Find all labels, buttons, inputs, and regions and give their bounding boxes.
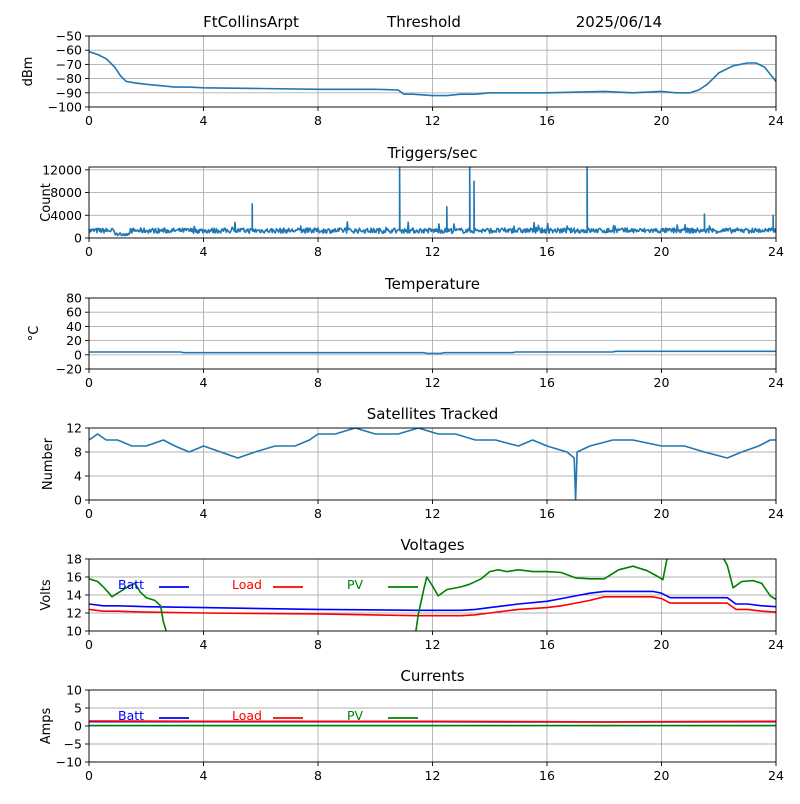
y-tick-label: 12 xyxy=(66,606,82,621)
x-tick-label: 12 xyxy=(425,637,441,652)
x-tick-label: 8 xyxy=(314,506,322,521)
x-tick-label: 12 xyxy=(425,244,441,259)
y-tick-label: −20 xyxy=(56,362,82,377)
y-tick-label: 80 xyxy=(66,291,82,306)
x-tick-label: 8 xyxy=(314,768,322,783)
satellites-y-axis-label: Number xyxy=(41,437,56,490)
y-tick-label: 8000 xyxy=(50,185,82,200)
legend-label-batt: Batt xyxy=(118,577,144,592)
x-tick-label: 4 xyxy=(200,637,208,652)
y-tick-label: 0 xyxy=(74,231,82,246)
y-tick-label: 0 xyxy=(74,719,82,734)
y-tick-label: 20 xyxy=(66,333,82,348)
y-tick-label: 8 xyxy=(74,445,82,460)
x-tick-label: 20 xyxy=(654,768,670,783)
x-tick-label: 20 xyxy=(654,244,670,259)
y-tick-label: 12 xyxy=(66,421,82,436)
header-mode: Threshold xyxy=(386,13,461,31)
y-tick-label: −90 xyxy=(56,85,82,100)
y-tick-label: −10 xyxy=(56,755,82,770)
y-tick-label: −5 xyxy=(64,737,82,752)
y-tick-label: 10 xyxy=(66,624,82,639)
x-tick-label: 16 xyxy=(539,375,555,390)
x-tick-label: 0 xyxy=(85,637,93,652)
x-tick-label: 20 xyxy=(654,113,670,128)
x-tick-label: 0 xyxy=(85,244,93,259)
legend-label-pv: PV xyxy=(347,577,364,592)
x-tick-label: 12 xyxy=(425,506,441,521)
x-tick-label: 4 xyxy=(200,244,208,259)
y-tick-label: 0 xyxy=(74,347,82,362)
triggers-title: Triggers/sec xyxy=(387,144,478,162)
x-tick-label: 24 xyxy=(768,506,784,521)
satellites-title: Satellites Tracked xyxy=(367,405,498,423)
y-tick-label: 4 xyxy=(74,469,82,484)
temperature-y-axis-label: °C xyxy=(27,326,42,342)
x-tick-label: 4 xyxy=(200,768,208,783)
y-tick-label: 40 xyxy=(66,319,82,334)
x-tick-label: 20 xyxy=(654,637,670,652)
x-tick-label: 24 xyxy=(768,375,784,390)
y-tick-label: 16 xyxy=(66,570,82,585)
x-tick-label: 0 xyxy=(85,113,93,128)
x-tick-label: 4 xyxy=(200,375,208,390)
x-tick-label: 8 xyxy=(314,113,322,128)
y-tick-label: 10 xyxy=(66,683,82,698)
y-tick-label: −80 xyxy=(56,71,82,86)
x-tick-label: 8 xyxy=(314,244,322,259)
x-tick-label: 20 xyxy=(654,506,670,521)
x-tick-label: 24 xyxy=(768,768,784,783)
x-tick-label: 24 xyxy=(768,113,784,128)
voltages-y-axis-label: Volts xyxy=(39,579,54,611)
x-tick-label: 16 xyxy=(539,637,555,652)
x-tick-label: 24 xyxy=(768,244,784,259)
x-tick-label: 8 xyxy=(314,637,322,652)
x-tick-label: 24 xyxy=(768,637,784,652)
x-tick-label: 16 xyxy=(539,768,555,783)
legend-label-batt: Batt xyxy=(118,708,144,723)
y-tick-label: −70 xyxy=(56,57,82,72)
currents-series-line-load xyxy=(89,721,776,722)
x-tick-label: 8 xyxy=(314,375,322,390)
y-tick-label: −60 xyxy=(56,43,82,58)
x-tick-label: 16 xyxy=(539,113,555,128)
x-tick-label: 12 xyxy=(425,375,441,390)
x-tick-label: 16 xyxy=(539,506,555,521)
y-tick-label: 14 xyxy=(66,588,82,603)
currents-y-axis-label: Amps xyxy=(39,707,54,744)
temperature-title: Temperature xyxy=(384,275,480,293)
x-tick-label: 0 xyxy=(85,768,93,783)
y-tick-label: 0 xyxy=(74,493,82,508)
y-tick-label: 4000 xyxy=(50,208,82,223)
y-tick-label: 5 xyxy=(74,701,82,716)
triggers-y-axis-label: Count xyxy=(39,183,54,222)
y-tick-label: 18 xyxy=(66,552,82,567)
x-tick-label: 12 xyxy=(425,768,441,783)
x-tick-label: 0 xyxy=(85,506,93,521)
header-station: FtCollinsArpt xyxy=(203,13,299,31)
x-tick-label: 0 xyxy=(85,375,93,390)
legend-label-load: Load xyxy=(232,577,262,592)
x-tick-label: 16 xyxy=(539,244,555,259)
x-tick-label: 4 xyxy=(200,506,208,521)
voltages-title: Voltages xyxy=(400,536,464,554)
y-tick-label: −50 xyxy=(56,29,82,44)
currents-title: Currents xyxy=(400,667,464,685)
signal-y-axis-label: dBm xyxy=(21,57,36,87)
y-tick-label: 12000 xyxy=(42,162,82,177)
x-tick-label: 4 xyxy=(200,113,208,128)
x-tick-label: 20 xyxy=(654,375,670,390)
legend-label-load: Load xyxy=(232,708,262,723)
header-date: 2025/06/14 xyxy=(576,13,662,31)
legend-label-pv: PV xyxy=(347,708,364,723)
x-tick-label: 12 xyxy=(425,113,441,128)
y-tick-label: −100 xyxy=(48,100,82,115)
y-tick-label: 60 xyxy=(66,305,82,320)
